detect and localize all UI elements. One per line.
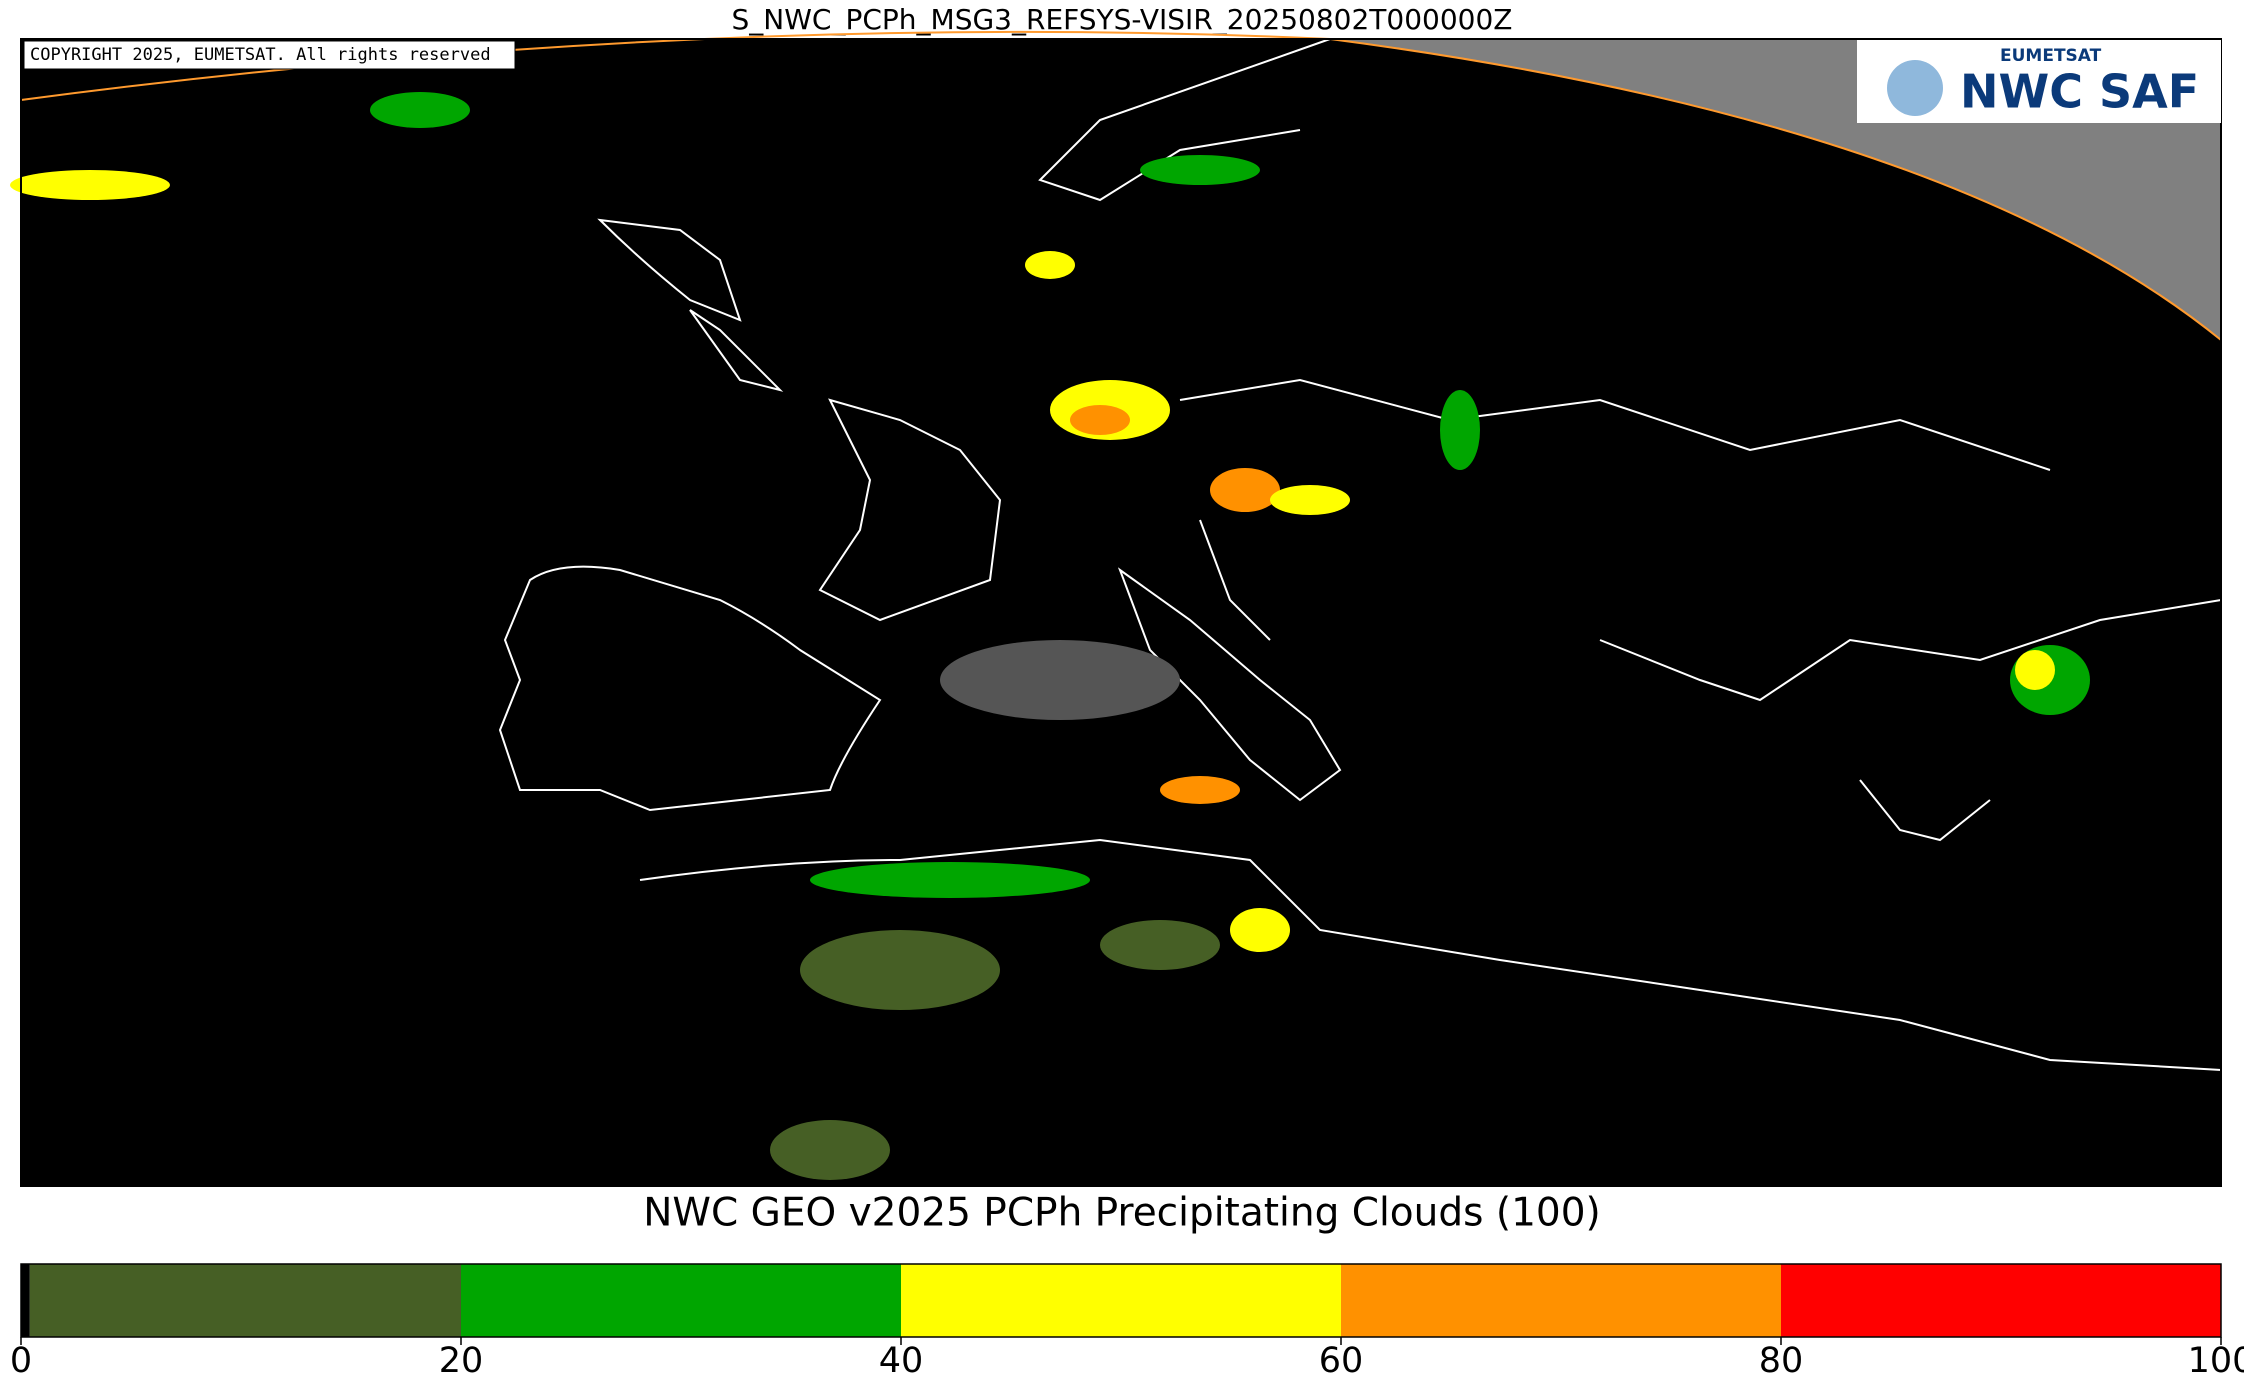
tick-label: 20 xyxy=(439,1341,484,1381)
coastlines xyxy=(498,38,2222,1071)
copyright: COPYRIGHT 2025, EUMETSAT. All rights res… xyxy=(30,45,491,65)
colorbar-segment xyxy=(1781,1264,2221,1337)
colorbar: 0 20 40 60 80 100 xyxy=(10,1263,2244,1381)
logo-top: EUMETSAT xyxy=(2000,46,2102,66)
tick-label: 100 xyxy=(2188,1341,2244,1381)
tick-label: 80 xyxy=(1759,1341,1804,1381)
title: S_NWC_PCPh_MSG3_REFSYS-VISIR_20250802T00… xyxy=(732,3,1513,36)
logo: EUMETSAT NWC SAF xyxy=(1857,40,2221,123)
clouds xyxy=(10,92,2090,1180)
logo-main: NWC SAF xyxy=(1960,65,2199,119)
tick-label: 40 xyxy=(879,1341,924,1381)
tick-label: 0 xyxy=(10,1341,32,1381)
logo-icon xyxy=(1887,60,1943,116)
colorbar-segment xyxy=(1341,1264,1781,1337)
map-background xyxy=(21,39,2221,1186)
colorbar-segment xyxy=(461,1264,901,1337)
colorbar-segment xyxy=(29,1264,462,1337)
colorbar-label: NWC GEO v2025 PCPh Precipitating Clouds … xyxy=(643,1191,1600,1236)
colorbar-segment xyxy=(21,1264,30,1337)
tick-label: 60 xyxy=(1319,1341,1364,1381)
colorbar-frame xyxy=(20,1263,2222,1338)
colorbar-segment xyxy=(901,1264,1341,1337)
map-frame xyxy=(20,38,2222,1187)
copyright-box xyxy=(23,40,516,70)
map: COPYRIGHT 2025, EUMETSAT. All rights res… xyxy=(10,30,2222,1187)
